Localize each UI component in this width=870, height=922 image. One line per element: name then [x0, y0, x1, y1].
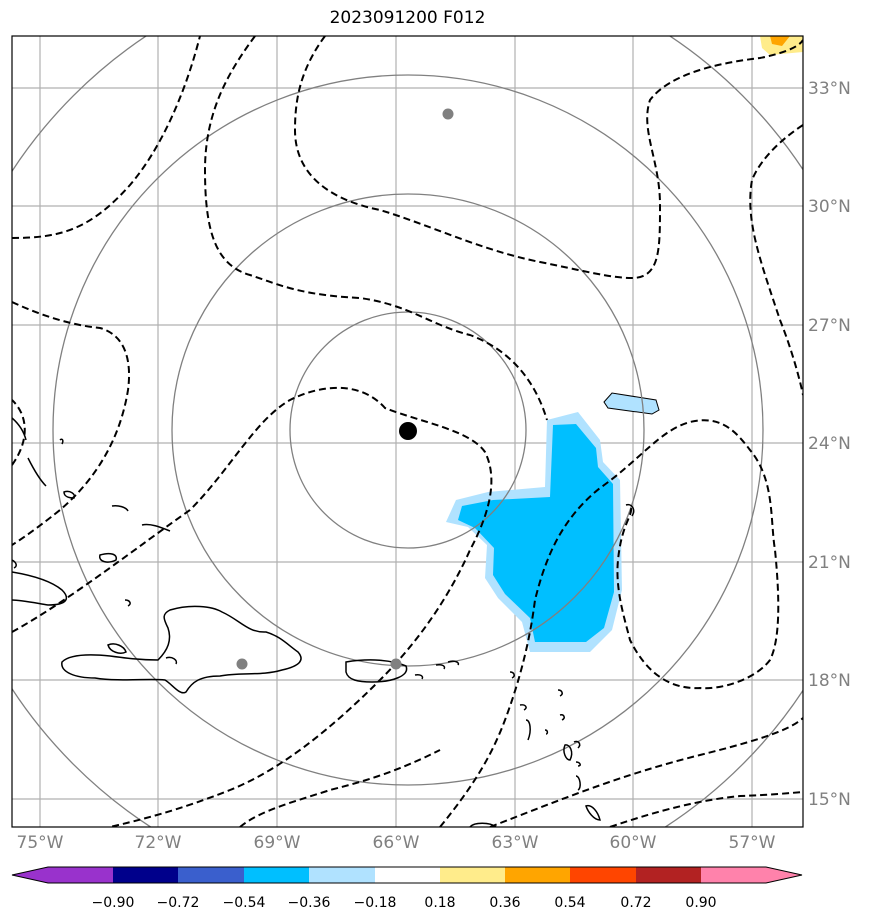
longitude-labels: 75°W 72°W 69°W 66°W 63°W 60°W 57°W — [17, 833, 776, 853]
colorbar-swatch — [12, 867, 113, 883]
reference-point-marker — [442, 108, 454, 120]
markers — [236, 108, 454, 670]
colorbar-swatch — [570, 867, 636, 883]
lon-tick-label: 66°W — [373, 833, 420, 853]
colorbar-tick-label: 0.90 — [685, 895, 716, 911]
colorbar-tick-label: −0.36 — [288, 895, 331, 911]
lon-tick-label: 69°W — [254, 833, 301, 853]
puerto-rico-coastline — [345, 659, 408, 683]
reference-point-marker — [390, 658, 402, 670]
colorbar-tick-label: 0.18 — [424, 895, 455, 911]
range-rings — [12, 36, 803, 827]
lat-tick-label: 18°N — [808, 671, 851, 691]
cuba-coastline — [12, 571, 68, 606]
plot-title: 2023091200 F012 — [329, 8, 486, 28]
colorbar: −0.90 −0.72 −0.54 −0.36 −0.18 0.18 0.36 … — [11, 866, 803, 911]
colorbar-tick-label: −0.72 — [157, 895, 200, 911]
lat-tick-label: 21°N — [808, 553, 851, 573]
map-frame — [11, 35, 804, 828]
lat-tick-label: 33°N — [808, 79, 851, 99]
colorbar-swatches — [12, 867, 802, 883]
lon-tick-label: 72°W — [135, 833, 182, 853]
colorbar-swatch — [244, 867, 309, 883]
shaded-anomaly-region — [446, 36, 803, 652]
coastlines — [12, 417, 635, 827]
colorbar-tick-label: 0.36 — [489, 895, 520, 911]
colorbar-swatch — [440, 867, 505, 883]
colorbar-swatch — [309, 867, 375, 883]
map-area — [12, 36, 803, 827]
colorbar-swatch — [113, 867, 178, 883]
colorbar-tick-label: −0.54 — [223, 895, 266, 911]
lon-tick-label: 57°W — [729, 833, 776, 853]
colorbar-swatch — [375, 867, 440, 883]
latitude-labels: 33°N 30°N 27°N 24°N 21°N 18°N 15°N — [808, 79, 851, 810]
lon-tick-label: 75°W — [17, 833, 64, 853]
lat-tick-label: 24°N — [808, 434, 851, 454]
colorbar-tick-label: −0.90 — [92, 895, 135, 911]
colorbar-tick-label: −0.18 — [354, 895, 397, 911]
dashed-contours — [12, 36, 803, 827]
storm-center-marker — [399, 422, 417, 440]
colorbar-tick-label: 0.54 — [554, 895, 585, 911]
colorbar-swatch — [178, 867, 244, 883]
lat-tick-label: 30°N — [808, 197, 851, 217]
colorbar-tick-label: 0.72 — [620, 895, 651, 911]
colorbar-swatch — [701, 867, 802, 883]
lat-tick-label: 27°N — [808, 316, 851, 336]
lon-tick-label: 63°W — [492, 833, 539, 853]
lat-tick-label: 15°N — [808, 790, 851, 810]
colorbar-swatch — [505, 867, 570, 883]
lon-tick-label: 60°W — [610, 833, 657, 853]
colorbar-swatch — [636, 867, 701, 883]
colorbar-outline — [11, 866, 803, 884]
colorbar-labels: −0.90 −0.72 −0.54 −0.36 −0.18 0.18 0.36 … — [92, 895, 717, 911]
hispaniola-coastline — [61, 605, 302, 694]
reference-point-marker — [236, 658, 248, 670]
